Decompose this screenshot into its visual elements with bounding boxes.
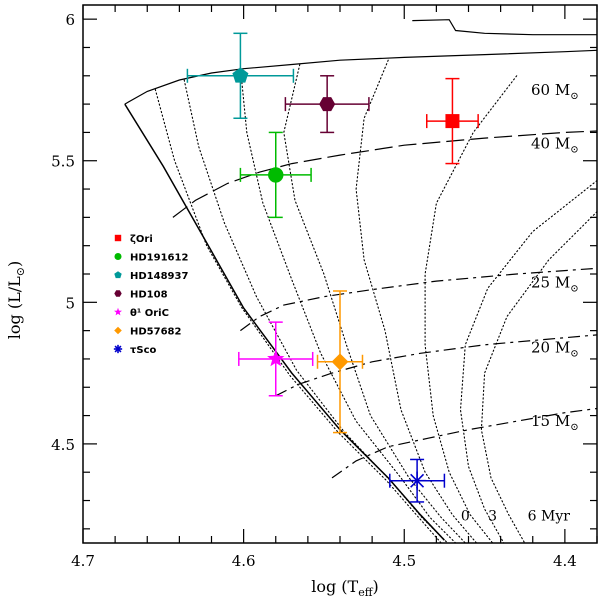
age-label-0: 0 [461,508,470,524]
isochrone-7 [480,211,598,544]
legend-marker-4 [114,307,122,316]
marker-star [267,349,285,367]
age-label-2: 6 Myr [528,508,571,524]
x-tick-label-0: 4.7 [71,552,95,570]
y-axis-label-main: log (L/L [5,276,24,339]
x-tick-label-1: 4.6 [232,552,256,570]
mass-label-sun: ⊙ [570,422,578,433]
isochrone-5 [424,75,518,544]
legend-marker-2 [114,271,122,279]
mass-label-sun: ⊙ [570,349,578,360]
data-point-3 [284,75,370,134]
legend-label-1: HD191612 [130,253,188,264]
isochrone-2 [239,66,457,544]
y-tick-label-1: 5 [65,294,75,312]
legend-marker-1 [114,252,122,261]
legend-label-3: HD108 [130,290,168,301]
mass-track-2 [240,267,598,332]
marker-asterisk [408,471,427,490]
mass-track-4 [331,407,598,479]
marker-diamond [331,353,349,371]
y-tick-label-0: 4.5 [51,436,75,454]
mass-track-1 [172,130,598,218]
mass-label-text: 20 M [531,339,570,357]
isochrone-1 [183,79,449,544]
isochrones: 0 3 6 Myr [154,59,598,544]
mass-track-0 [124,49,598,105]
y-axis-label-sun: ⊙ [14,267,27,276]
data-point-0 [425,77,479,165]
y-tick-label-2: 5.5 [51,153,75,171]
data-point-2 [186,32,295,120]
marker-circle [268,167,284,183]
isochrone-6 [459,180,598,544]
legend-marker-6 [113,344,123,354]
mass-track-label-2: 25 M⊙ [531,273,579,294]
y-axis-label-close: ) [5,261,24,267]
x-tick-label-2: 4.5 [392,552,416,570]
legend-marker-0 [114,234,122,242]
axes: 4.7 4.6 4.5 4.4 4.5 5 5.5 6 [51,4,598,570]
mass-label-text: 25 M [531,273,570,291]
x-axis-label: log (Teff) [311,577,379,599]
x-axis-label-sub: eff [358,586,374,599]
asterisk-stroke [410,473,425,488]
mass-track-label-3: 20 M⊙ [531,339,579,360]
evolutionary-tracks: 60 M⊙40 M⊙25 M⊙20 M⊙15 M⊙ [124,19,598,541]
x-axis-label-close: ) [373,577,379,596]
legend-label-5: HD57682 [130,327,182,338]
data-point-4 [238,321,314,397]
data-point-6 [389,458,446,503]
mass-track-label-1: 40 M⊙ [531,135,579,156]
y-axis-label: log (L/L⊙) [5,261,27,339]
legend-marker-5 [114,326,122,335]
marker-hexagon [319,97,336,112]
legend-label-6: τSco [130,345,157,356]
data-point-1 [239,131,312,219]
data-point-5 [316,290,364,434]
legend-label-4: θ¹ OriC [130,308,169,319]
legend-marker-3 [114,290,122,297]
mass-label-text: 15 M [531,412,570,430]
mass-label-sun: ⊙ [570,283,578,294]
isochrone-3 [283,63,466,544]
top-track-line [412,19,597,36]
mass-label-text: 60 M [531,81,570,99]
mass-track-label-4: 15 M⊙ [531,412,579,433]
mass-track-label-0: 60 M⊙ [531,81,579,102]
x-axis-label-main: log (T [311,577,358,596]
mass-label-text: 40 M [531,135,570,153]
marker-pentagon [232,67,249,83]
mass-track-3 [275,334,598,397]
y-tick-label-3: 6 [65,11,75,29]
legend-label-0: ζOri [130,234,153,245]
isochrone-0 [154,88,442,544]
isochrone-4 [355,59,478,544]
asterisk-stroke [114,345,122,353]
data-points [186,32,479,503]
marker-square [445,114,460,129]
x-tick-label-3: 4.4 [553,552,577,570]
age-label-1: 3 [488,508,497,524]
zams-line [124,103,445,541]
legend: ζOri HD191612 HD148937 HD108 θ¹ OriC HD57682 τ… [113,234,188,356]
legend-label-2: HD148937 [130,271,188,282]
mass-label-sun: ⊙ [570,145,578,156]
mass-label-sun: ⊙ [570,91,578,102]
